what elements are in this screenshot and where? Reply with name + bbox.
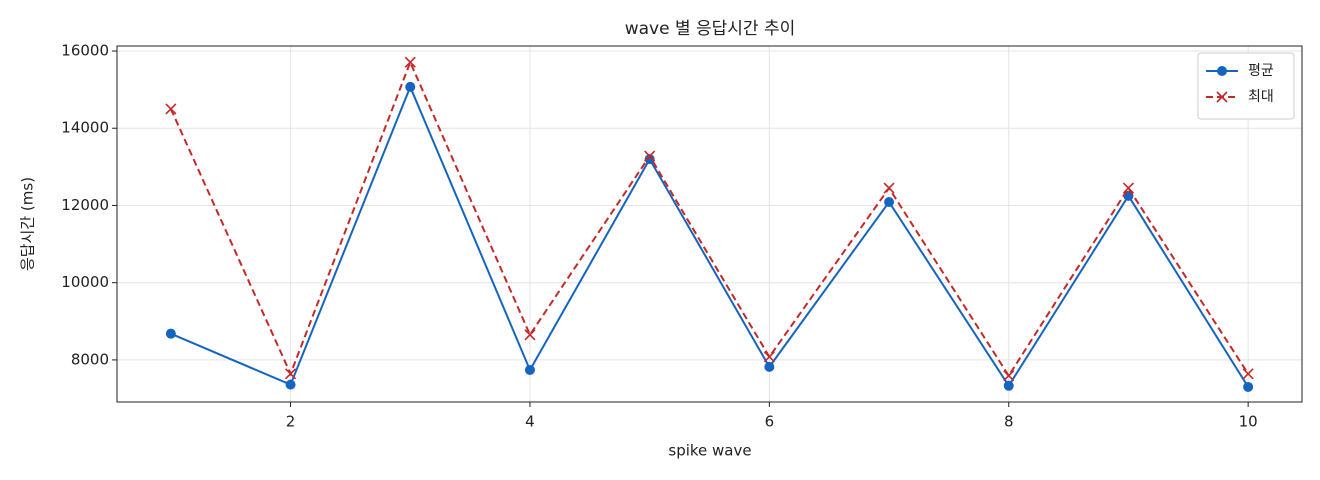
marker xyxy=(404,56,416,68)
marker xyxy=(165,103,177,115)
legend-marker xyxy=(1217,66,1227,76)
series-line xyxy=(169,59,1249,378)
x-tick-label: 4 xyxy=(525,413,535,431)
marker xyxy=(524,329,536,341)
marker xyxy=(883,182,895,194)
y-tick-label: 8000 xyxy=(71,350,109,368)
legend-box xyxy=(1197,52,1295,120)
legend-label: 평균 xyxy=(1248,63,1274,79)
marker xyxy=(763,351,775,363)
x-tick-label: 2 xyxy=(286,413,296,431)
marker xyxy=(524,364,535,375)
x-tick-label: 6 xyxy=(765,413,775,431)
marker xyxy=(1003,380,1014,391)
marker xyxy=(644,154,655,165)
marker xyxy=(764,361,775,372)
marker xyxy=(405,81,416,92)
marker xyxy=(284,368,297,380)
y-axis-label: 응답시간 (ms) xyxy=(19,177,37,271)
legend-marker xyxy=(1216,91,1228,103)
marker xyxy=(644,150,656,162)
y-tick-label: 10000 xyxy=(61,273,109,291)
y-tick-label: 16000 xyxy=(61,42,109,60)
x-axis-label: spike wave xyxy=(668,442,751,460)
series-line xyxy=(170,84,1249,388)
x-tick-label: 10 xyxy=(1239,413,1258,431)
legend-label: 최대 xyxy=(1248,89,1274,105)
marker xyxy=(884,196,895,207)
plot-frame xyxy=(116,45,1303,403)
y-tick-label: 12000 xyxy=(61,196,109,214)
marker xyxy=(1122,182,1135,194)
marker xyxy=(1242,368,1254,380)
marker xyxy=(165,328,176,339)
marker xyxy=(1003,370,1015,382)
marker xyxy=(285,379,296,390)
marker xyxy=(1243,381,1254,392)
chart-title: wave 별 응답시간 추이 xyxy=(625,19,796,39)
y-tick-label: 14000 xyxy=(61,119,109,137)
x-tick-label: 8 xyxy=(1004,413,1014,431)
